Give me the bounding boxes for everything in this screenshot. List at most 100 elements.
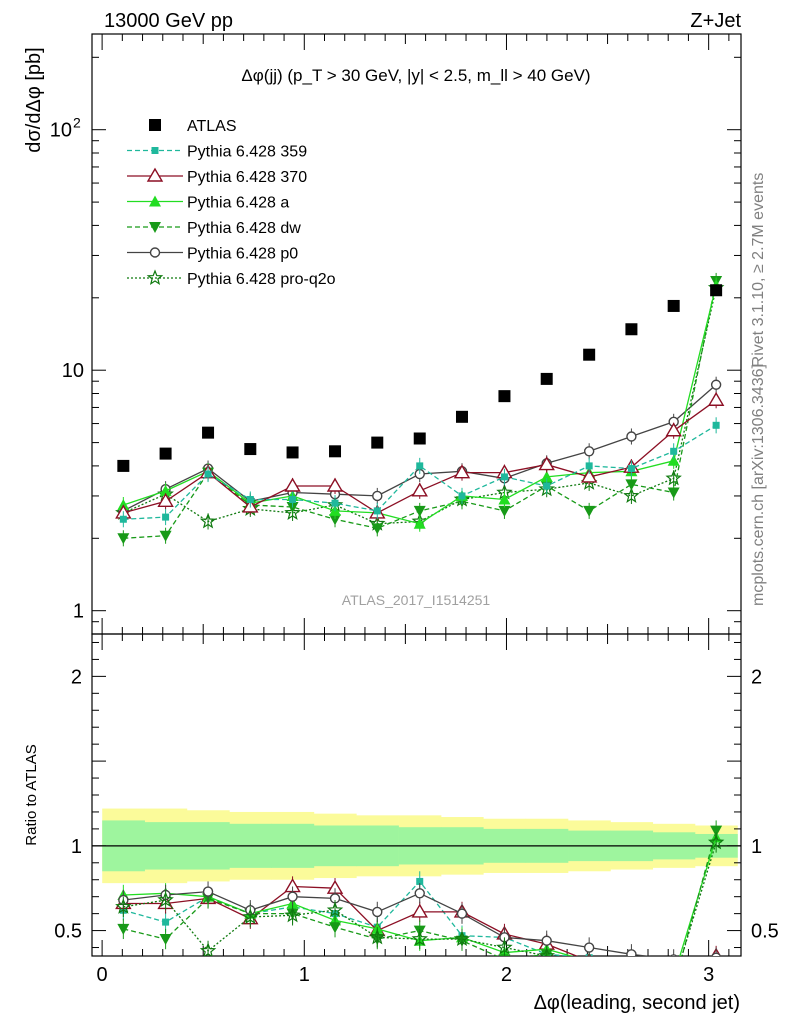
data-point xyxy=(667,957,681,969)
data-point xyxy=(583,973,595,984)
legend-label: Pythia 6.428 pro-q2o xyxy=(187,271,336,288)
legend-label: ATLAS xyxy=(187,118,237,135)
data-point xyxy=(159,447,172,460)
legend-entry: Pythia 6.428 370 xyxy=(127,167,307,186)
data-point xyxy=(372,490,383,502)
data-point xyxy=(149,247,161,258)
legend-entry: Pythia 6.428 pro-q2o xyxy=(127,269,336,288)
ratio-y-tick-label-right: 1 xyxy=(751,836,762,858)
data-point xyxy=(416,877,424,885)
data-point xyxy=(369,928,386,945)
data-point xyxy=(583,446,595,457)
data-point xyxy=(498,493,511,505)
analysis-watermark: ATLAS_2017_I1514251 xyxy=(342,592,491,608)
series-p359 xyxy=(119,417,720,528)
main-y-tick-label: 10 xyxy=(62,360,84,382)
data-point xyxy=(413,432,426,445)
data-point xyxy=(413,517,426,529)
data-point xyxy=(710,284,723,297)
legend-entry: Pythia 6.428 p0 xyxy=(127,246,298,263)
data-point xyxy=(117,533,130,545)
ratio-series-group xyxy=(115,820,725,993)
data-point xyxy=(204,470,212,478)
data-point xyxy=(115,898,132,914)
data-point xyxy=(626,949,637,956)
legend-label: Pythia 6.428 a xyxy=(187,195,289,212)
main-y-tick-label: 1 xyxy=(73,601,84,623)
data-point xyxy=(712,421,720,429)
ratio-series-pq2o xyxy=(115,832,725,989)
x-tick-label: 0 xyxy=(97,964,108,986)
data-point xyxy=(540,372,553,385)
main-y-tick-label: 10 xyxy=(50,120,72,142)
legend: ATLAS Pythia 6.428 359 Pythia 6.428 370 Pyt… xyxy=(127,118,336,288)
data-point xyxy=(667,454,680,466)
x-tick-label: 3 xyxy=(703,964,714,986)
legend-entry: Pythia 6.428 dw xyxy=(127,220,301,237)
ratio-y-axis-label: Ratio to ATLAS xyxy=(23,744,40,845)
data-point xyxy=(199,942,217,956)
data-point xyxy=(373,507,381,515)
data-point xyxy=(371,436,384,449)
series-p370 xyxy=(115,391,725,521)
data-point xyxy=(159,530,172,542)
data-point xyxy=(498,390,511,403)
data-point xyxy=(623,487,640,503)
header-right: Z+Jet xyxy=(690,10,741,32)
data-point xyxy=(284,906,301,923)
data-point xyxy=(146,167,164,182)
data-point xyxy=(414,888,425,899)
data-point xyxy=(625,971,637,982)
data-point xyxy=(458,492,466,500)
data-point xyxy=(117,923,130,935)
data-point xyxy=(416,462,424,470)
x-axis-label: Δφ(leading, second jet) xyxy=(534,992,740,1014)
data-point xyxy=(625,974,638,987)
data-point xyxy=(665,422,682,437)
data-point xyxy=(149,119,161,131)
data-point xyxy=(455,410,468,423)
data-point xyxy=(498,505,511,517)
data-point xyxy=(289,495,297,503)
data-point xyxy=(585,462,593,470)
data-point xyxy=(119,515,127,523)
legend-entry: Pythia 6.428 359 xyxy=(127,144,307,161)
main-series-group xyxy=(115,272,725,547)
data-point xyxy=(667,976,680,989)
data-point xyxy=(157,492,174,508)
data-point xyxy=(625,323,638,336)
chart-title: Δφ(jj) (p_T > 30 GeV, |y| < 2.5, m_ll > … xyxy=(241,66,590,85)
data-point xyxy=(668,982,680,993)
data-point xyxy=(242,908,259,925)
data-point xyxy=(286,446,299,459)
ratio-y-tick-label: 2 xyxy=(71,666,82,688)
data-point xyxy=(162,918,170,926)
data-point xyxy=(500,473,508,481)
header-left: 13000 GeV pp xyxy=(104,10,233,32)
data-point xyxy=(411,482,428,497)
ratio-y-tick-label-right: 2 xyxy=(751,666,762,688)
ratio-panel: 0.5 0.5 1 1 2 2 0 1 2 3 xyxy=(54,618,779,993)
data-point xyxy=(329,514,342,526)
series-line-pdw xyxy=(123,280,717,539)
data-point xyxy=(496,938,513,955)
data-point xyxy=(583,942,595,953)
data-point xyxy=(411,930,428,947)
data-point xyxy=(199,512,217,529)
data-point xyxy=(202,426,215,439)
data-point xyxy=(670,447,678,455)
data-point xyxy=(371,523,384,535)
mcplots-label: mcplots.cern.ch [arXiv:1306.3436] xyxy=(750,364,767,606)
data-point xyxy=(711,952,722,956)
data-point xyxy=(456,908,468,919)
data-point xyxy=(627,465,635,473)
main-y-tick-exponent: 2 xyxy=(73,115,81,131)
data-point xyxy=(411,903,428,918)
ratio-y-tick-label: 1 xyxy=(71,836,82,858)
data-point xyxy=(453,930,471,947)
legend-entry: Pythia 6.428 a xyxy=(127,195,289,212)
data-point xyxy=(284,504,301,520)
data-point xyxy=(157,891,174,908)
